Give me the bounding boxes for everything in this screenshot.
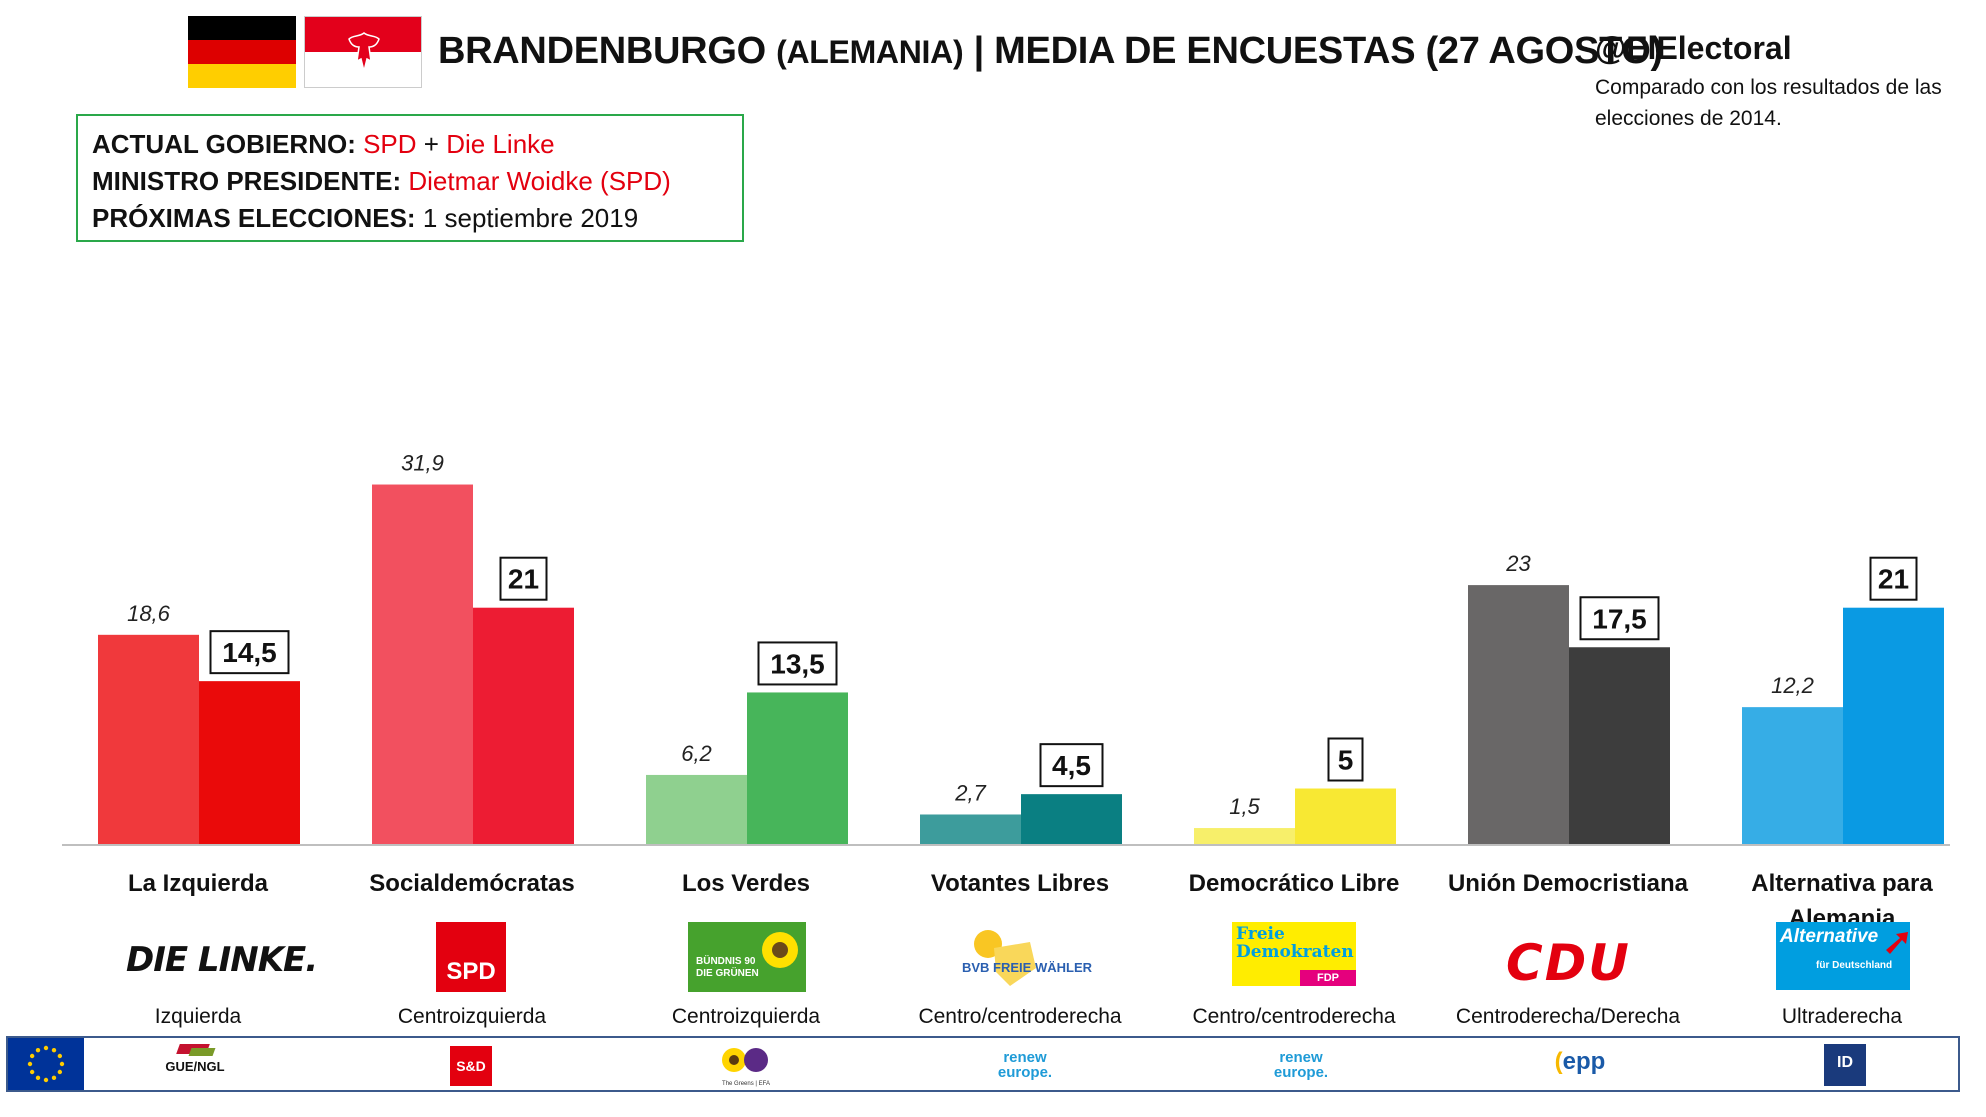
label-poll-6: 21 [1878,564,1909,595]
afd-logo: Alternative für Deutschland [1776,922,1910,990]
bar-poll-3 [1021,794,1122,845]
bar-poll-0 [199,681,300,845]
eu-star-2 [51,1075,57,1081]
info-box: ACTUAL GOBIERNO: SPD + Die Linke MINISTR… [76,114,744,242]
fdp-logo: Freie Demokraten FDP [1232,922,1356,986]
bar-2014-6 [1742,707,1843,845]
greens-efa-logo: The Greens | EFA [718,1044,774,1087]
label-2014-0: 18,6 [127,601,171,626]
bar-2014-5 [1468,585,1569,845]
s-and-d-logo: S&D [450,1046,492,1086]
arrow-icon [1886,932,1908,954]
label-box-poll-1 [499,556,548,601]
label-poll-3: 4,5 [1052,750,1091,781]
eu-star-1 [57,1069,63,1075]
label-2014-3: 2,7 [954,780,986,805]
eu-star-0 [59,1061,65,1067]
eu-star-11 [57,1053,63,1059]
bar-2014-0 [98,634,199,845]
party-name-0: La Izquierda [127,870,269,897]
author-handle: @ElElectoral [1595,30,1792,66]
label-poll-4: 5 [1338,745,1354,776]
party-ideology-3: Centro/centroderecha [918,1005,1122,1028]
renew-europe-logo-2: renew europe. [1273,1049,1329,1081]
comparison-note: Comparado con los resultados de las elec… [1595,76,1942,130]
sunflower-icon [762,932,798,968]
bar-2014-1 [372,484,473,845]
page-title: BRANDENBURGO (ALEMANIA) | MEDIA DE ENCUE… [438,30,1663,72]
label-2014-4: 1,5 [1229,794,1260,819]
label-box-poll-3 [1039,743,1104,788]
label-2014-5: 23 [1505,551,1531,576]
eu-star-8 [35,1047,41,1053]
brandenburg-flag [304,16,422,88]
party-ideology-0: Izquierda [154,1005,242,1028]
government-row: ACTUAL GOBIERNO: SPD + Die Linke [92,129,555,159]
label-poll-2: 13,5 [770,648,825,679]
label-2014-6: 12,2 [1771,673,1814,698]
party-name-5: Unión Democristiana [1447,870,1689,897]
bar-2014-4 [1194,828,1295,845]
eu-star-6 [27,1061,33,1067]
greens-efa-icon [722,1048,768,1072]
bar-poll-2 [747,692,848,845]
eu-flag-icon [8,1038,84,1090]
label-poll-5: 17,5 [1592,603,1647,634]
freie-waehler-logo: BVB FREIE WÄHLER [960,918,1100,990]
bar-poll-4 [1295,788,1396,845]
eu-star-5 [29,1069,35,1075]
label-box-poll-2 [757,641,838,686]
party-ideology-5: Centroderecha/Derecha [1455,1005,1681,1028]
label-box-poll-4 [1327,737,1364,782]
label-poll-1: 21 [508,564,539,595]
id-group-logo: ID [1824,1044,1866,1086]
label-2014-1: 31,9 [401,451,444,476]
bar-2014-2 [646,774,747,845]
bar-chart: 18,6 14,5 31,9 21 6,2 13,5 2,7 4,5 1,5 5 23 17,5 12,… [62,451,1950,846]
eu-star-10 [51,1047,57,1053]
elections-row: PRÓXIMAS ELECCIONES: 1 septiembre 2019 [92,203,639,233]
germany-flag [188,16,296,88]
party-ideology-6: Ultraderecha [1781,1005,1903,1028]
die-linke-logo: DIE LINKE. [126,940,318,980]
eu-groups-strip [6,1036,1960,1092]
spd-logo: SPD [436,922,506,992]
party-name-1: Socialdemócratas [369,870,575,897]
party-ideology-4: Centro/centroderecha [1192,1005,1396,1028]
party-name-4: Democrático Libre [1188,870,1400,897]
bar-poll-1 [473,607,574,845]
epp-logo: (epp [1554,1048,1606,1075]
bar-2014-3 [920,814,1021,845]
party-ideology-2: Centroizquierda [671,1005,821,1028]
renew-europe-logo-1: renew europe. [997,1049,1053,1081]
eu-star-7 [29,1053,35,1059]
party-name-3: Votantes Libres [930,870,1110,897]
label-box-poll-0 [209,630,290,675]
gue-ngl-logo: GUE/NGL [150,1042,240,1076]
party-ideology-1: Centroizquierda [397,1005,547,1028]
label-2014-2: 6,2 [681,741,712,766]
party-name-2: Los Verdes [681,870,811,897]
greens-logo: BÜNDNIS 90 DIE GRÜNEN [688,922,806,992]
label-box-poll-5 [1579,596,1660,641]
bar-poll-5 [1569,647,1670,845]
bar-poll-6 [1843,607,1944,845]
cdu-logo: CDU [1506,934,1631,992]
label-poll-0: 14,5 [222,637,277,668]
label-box-poll-6 [1869,556,1918,601]
eu-star-3 [43,1077,49,1083]
eu-star-9 [43,1045,49,1051]
eagle-icon [348,32,380,72]
sun-map-icon [974,930,1036,986]
minister-row: MINISTRO PRESIDENTE: Dietmar Woidke (SPD… [92,166,671,196]
eu-star-4 [35,1075,41,1081]
